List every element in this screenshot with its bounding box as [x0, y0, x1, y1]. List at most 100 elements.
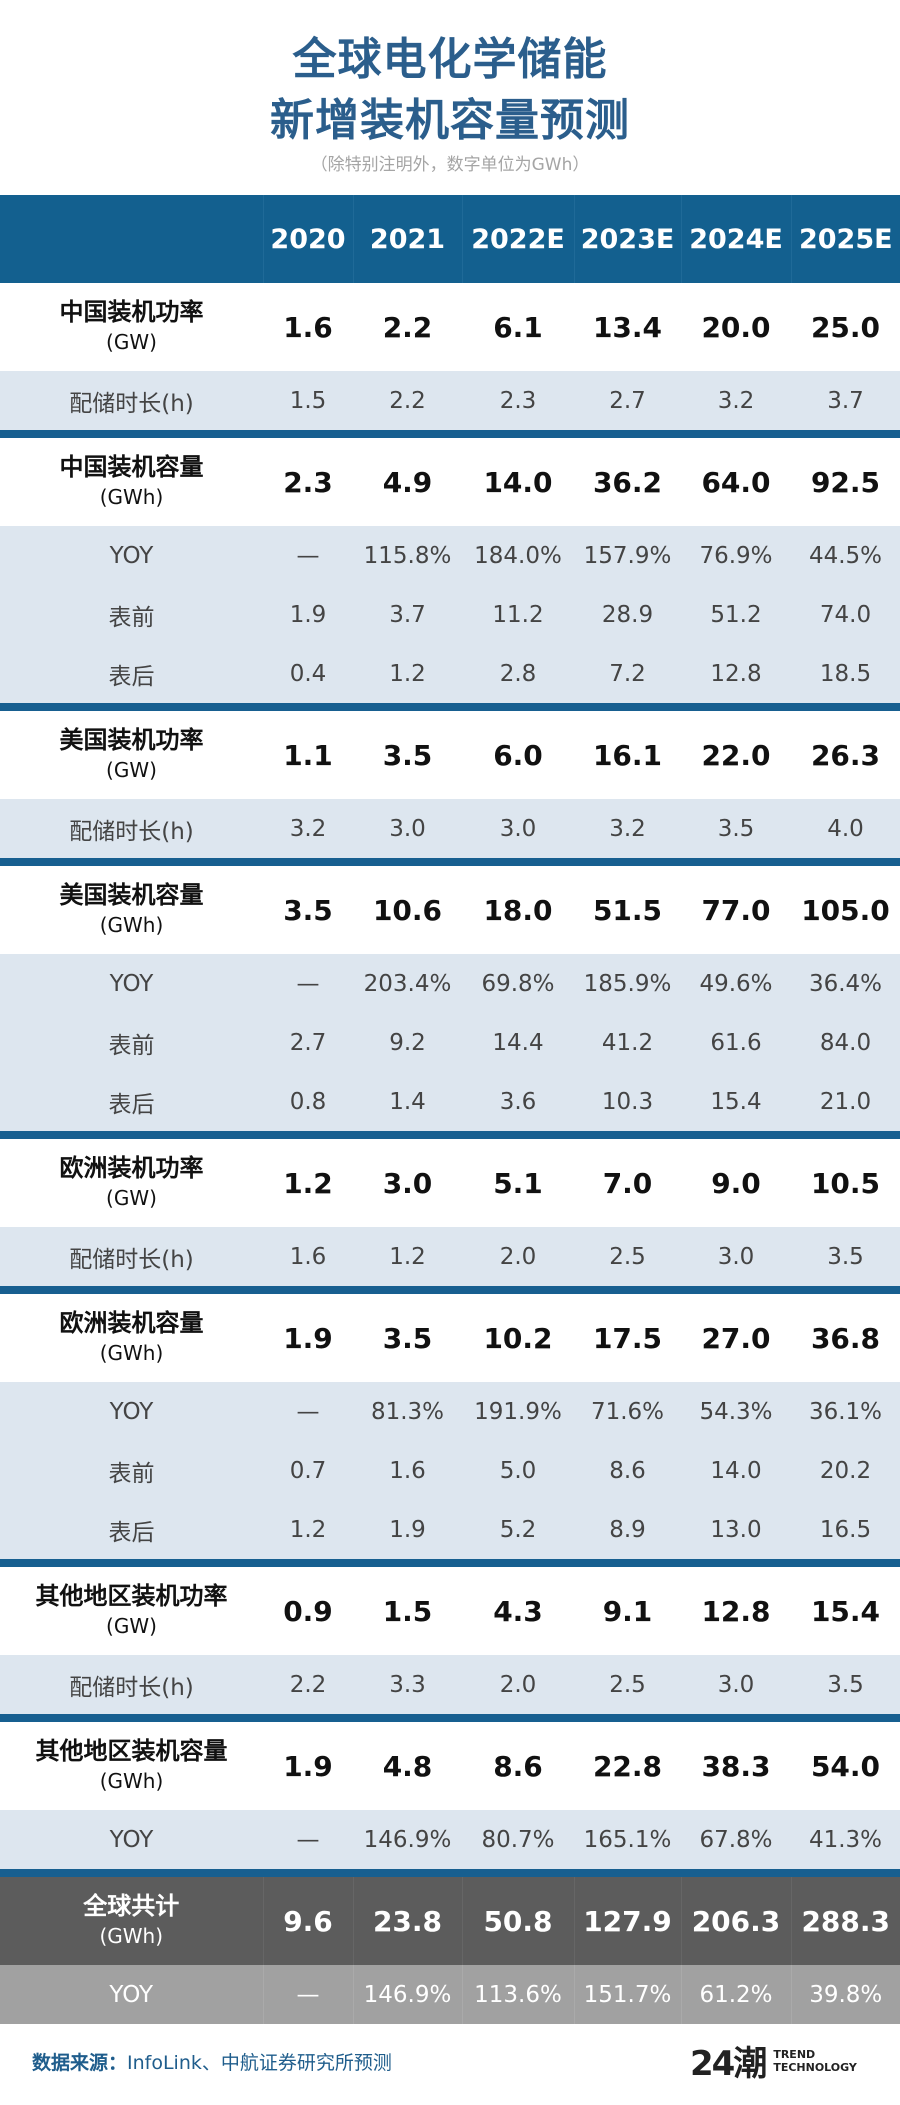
cell-value: 1.2	[389, 1243, 426, 1270]
cell-value: 28.9	[601, 601, 654, 628]
cell-value: 206.3	[680, 1877, 791, 1965]
cell-value: 92.5	[810, 465, 881, 499]
cell-value: 3.7	[827, 387, 864, 414]
row-label-text: 配储时长(h)	[69, 818, 194, 845]
cell-value: 36.1%	[808, 1398, 883, 1425]
cell-value: 3.5	[827, 1243, 864, 1270]
cell-value: 16.5	[819, 1516, 872, 1543]
cell-value: 10.6	[372, 893, 443, 927]
cell-value: 184.0%	[474, 542, 562, 569]
cell-value: 25.0	[810, 310, 881, 344]
cell-value: 6.0	[493, 738, 543, 772]
row-label: YOY	[0, 1382, 263, 1441]
source-label: 数据来源：	[32, 2052, 128, 2074]
separator-line	[0, 703, 900, 711]
cell-value: 27.0	[701, 1321, 771, 1355]
cell-value: 115.8%	[363, 542, 452, 569]
row-label: 配储时长(h)	[0, 1227, 263, 1286]
cell-value: 288.3	[790, 1877, 900, 1965]
separator-line	[0, 1286, 900, 1294]
cell-value: 2.2	[389, 387, 426, 414]
cell-value: 1.9	[289, 601, 327, 628]
row-label: YOY	[0, 1965, 263, 2024]
cell-value: 2.7	[289, 1029, 327, 1056]
table-row: 美国装机容量 (GWh) 3.5 10.6 18.0 51.5 77.0 105.0	[0, 866, 900, 954]
row-unit: (GWh)	[99, 1341, 164, 1365]
cell-value: 2.5	[609, 1671, 646, 1698]
cell-value: 8.6	[493, 1749, 543, 1783]
separator-line	[0, 1131, 900, 1139]
row-label: 其他地区装机容量 (GWh)	[0, 1722, 263, 1810]
row-label: 中国装机容量 (GWh)	[0, 438, 263, 526]
cell-value: 13.0	[710, 1516, 762, 1543]
row-unit: (GW)	[106, 330, 157, 354]
cell-value: 51.5	[592, 893, 663, 927]
row-label-text: 中国装机功率	[59, 298, 204, 326]
table-row: 配储时长(h) 2.2 3.3 2.0 2.5 3.0 3.5	[0, 1655, 900, 1714]
cell-value: 8.6	[609, 1457, 646, 1484]
row-label: 欧洲装机容量 (GWh)	[0, 1294, 263, 1382]
header-corner	[0, 195, 263, 283]
row-label: 中国装机功率 (GW)	[0, 283, 263, 371]
cell-value: 84.0	[819, 1029, 872, 1056]
cell-value: 10.5	[810, 1166, 881, 1200]
cell-value: 64.0	[701, 465, 771, 499]
brand-logo: 24潮 TREND TECHNOLOGY	[690, 2036, 857, 2085]
cell-value: 185.9%	[583, 970, 672, 997]
row-label-text: YOY	[109, 1981, 154, 2008]
cell-value: 74.0	[819, 601, 872, 628]
cell-value: 1.1	[283, 738, 333, 772]
row-label-text: 表前	[108, 1460, 155, 1487]
table-row: 欧洲装机功率 (GW) 1.2 3.0 5.1 7.0 9.0 10.5	[0, 1139, 900, 1227]
row-label-text: 配储时长(h)	[69, 1246, 194, 1273]
cell-value: 3.0	[717, 1671, 755, 1698]
table-row: 表后 0.8 1.4 3.6 10.3 15.4 21.0	[0, 1072, 900, 1131]
row-label-text: 表后	[108, 1091, 155, 1118]
row-label: 欧洲装机功率 (GW)	[0, 1139, 263, 1227]
cell-value: 1.2	[283, 1166, 333, 1200]
table-row: 表后 1.2 1.9 5.2 8.9 13.0 16.5	[0, 1500, 900, 1559]
row-label-text: 表前	[108, 1032, 155, 1059]
cell-value: 3.2	[717, 387, 755, 414]
cell-value: 10.3	[601, 1088, 654, 1115]
cell-value: 16.1	[592, 738, 663, 772]
row-label-text: 全球共计	[83, 1892, 180, 1920]
row-label-text: 其他地区装机功率	[35, 1582, 228, 1610]
source-note: 数据来源：InfoLink、中航证券研究所预测	[32, 2048, 392, 2075]
cell-value: 9.2	[389, 1029, 426, 1056]
row-label-text: YOY	[109, 1398, 154, 1425]
cell-value: 6.1	[493, 310, 543, 344]
cell-value: 15.4	[710, 1088, 762, 1115]
group-separator	[0, 430, 900, 438]
cell-value: 3.0	[382, 1166, 433, 1200]
row-label-text: 配储时长(h)	[69, 1674, 194, 1701]
cell-value: 26.3	[810, 738, 881, 772]
row-label-text: 美国装机容量	[59, 881, 204, 909]
cell-value: 3.3	[389, 1671, 426, 1698]
cell-value: 14.0	[710, 1457, 762, 1484]
group-separator	[0, 1286, 900, 1294]
cell-value: 18.5	[819, 660, 872, 687]
row-unit: (GW)	[106, 1186, 157, 1210]
row-label-text: YOY	[109, 970, 154, 997]
cell-value: 20.2	[819, 1457, 872, 1484]
row-label: YOY	[0, 1810, 263, 1869]
cell-value: 22.8	[592, 1749, 663, 1783]
separator-line	[0, 1559, 900, 1567]
cell-value: 80.7%	[481, 1826, 555, 1853]
cell-value: 69.8%	[481, 970, 555, 997]
row-unit: (GW)	[106, 758, 157, 782]
cell-value: 1.2	[389, 660, 426, 687]
table-row: YOY — 146.9% 80.7% 165.1% 67.8% 41.3%	[0, 1810, 900, 1869]
row-label-text: YOY	[109, 542, 154, 569]
cell-value: 76.9%	[699, 542, 773, 569]
row-label: 表后	[0, 1072, 263, 1131]
row-label-text: 中国装机容量	[59, 453, 204, 481]
table-row: 全球共计 (GWh) 9.6 23.8 50.8 127.9 206.3 288.3	[0, 1877, 900, 1965]
cell-value: 1.5	[382, 1594, 433, 1628]
table-row: 配储时长(h) 1.5 2.2 2.3 2.7 3.2 3.7	[0, 371, 900, 430]
cell-value: 113.6%	[461, 1965, 574, 2024]
logo-line-2: TECHNOLOGY	[773, 2060, 857, 2074]
cell-value: 2.8	[499, 660, 537, 687]
cell-value: 1.2	[289, 1516, 327, 1543]
